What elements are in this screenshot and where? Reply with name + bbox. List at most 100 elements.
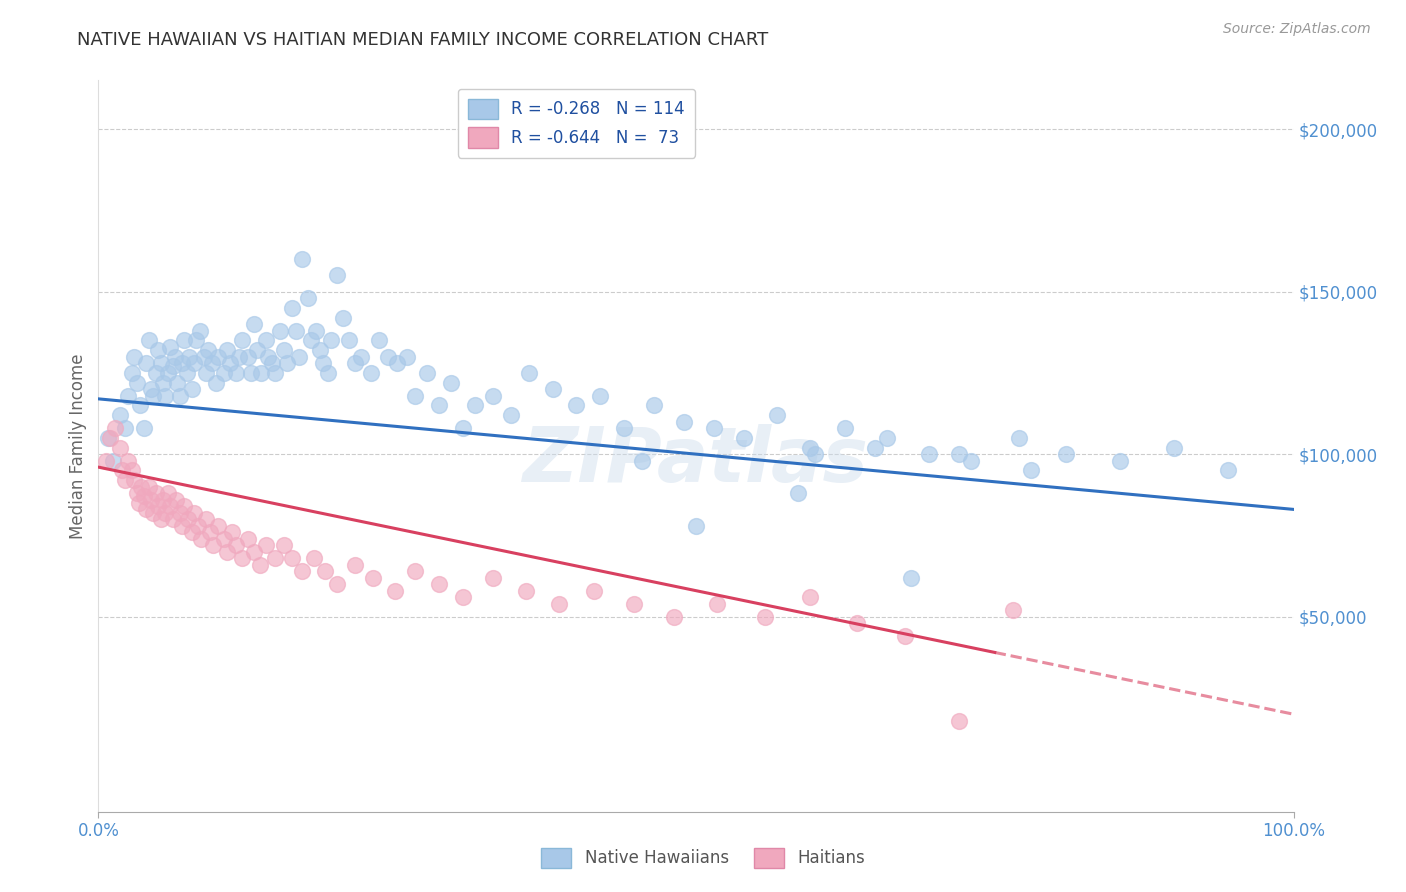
Point xyxy=(385,356,409,370)
Point xyxy=(1008,431,1031,445)
Point xyxy=(124,350,146,364)
Point xyxy=(180,382,202,396)
Point xyxy=(451,590,474,604)
Point xyxy=(138,480,160,494)
Point xyxy=(246,343,269,357)
Point xyxy=(243,317,266,331)
Point xyxy=(312,356,335,370)
Point xyxy=(344,356,367,370)
Point xyxy=(308,343,330,357)
Point xyxy=(145,486,167,500)
Point xyxy=(149,512,172,526)
Point xyxy=(219,356,242,370)
Point xyxy=(799,441,821,455)
Point xyxy=(332,310,354,325)
Point xyxy=(148,499,170,513)
Point xyxy=(114,473,136,487)
Point xyxy=(316,366,339,380)
Point xyxy=(98,431,122,445)
Point xyxy=(766,408,789,422)
Point xyxy=(165,492,187,507)
Point xyxy=(108,408,131,422)
Point xyxy=(177,512,200,526)
Point xyxy=(339,334,361,348)
Point xyxy=(960,453,983,467)
Point xyxy=(142,389,165,403)
Point xyxy=(865,441,887,455)
Point xyxy=(179,350,201,364)
Point xyxy=(111,463,134,477)
Point xyxy=(180,525,202,540)
Point xyxy=(156,486,179,500)
Point xyxy=(481,571,505,585)
Point xyxy=(1019,463,1042,477)
Point xyxy=(706,597,728,611)
Point xyxy=(305,324,328,338)
Point xyxy=(900,571,922,585)
Point xyxy=(260,356,283,370)
Point xyxy=(404,389,426,403)
Point xyxy=(565,398,588,412)
Point xyxy=(131,480,153,494)
Point xyxy=(631,453,654,467)
Point xyxy=(169,506,191,520)
Point xyxy=(197,343,219,357)
Point xyxy=(121,463,143,477)
Point xyxy=(139,382,162,396)
Point xyxy=(547,597,569,611)
Point xyxy=(193,350,215,364)
Point xyxy=(273,538,295,552)
Point xyxy=(1056,447,1078,461)
Point xyxy=(326,577,349,591)
Point xyxy=(291,564,314,578)
Point xyxy=(138,334,160,348)
Point xyxy=(733,431,755,445)
Point xyxy=(166,376,188,390)
Point xyxy=(948,447,970,461)
Point xyxy=(1001,603,1024,617)
Point xyxy=(156,366,179,380)
Point xyxy=(918,447,941,461)
Point xyxy=(142,506,165,520)
Point xyxy=(451,421,474,435)
Point xyxy=(846,616,869,631)
Point xyxy=(207,350,229,364)
Point xyxy=(541,382,564,396)
Point xyxy=(94,453,117,467)
Point xyxy=(799,590,821,604)
Point xyxy=(188,324,211,338)
Point xyxy=(291,252,314,266)
Point xyxy=(183,506,205,520)
Text: ZIPatlas: ZIPatlas xyxy=(523,424,869,498)
Point xyxy=(162,512,184,526)
Point xyxy=(344,558,367,572)
Point xyxy=(201,356,224,370)
Point xyxy=(583,583,606,598)
Point xyxy=(643,398,665,412)
Point xyxy=(948,714,970,728)
Point xyxy=(225,366,247,380)
Point xyxy=(132,421,155,435)
Point xyxy=(217,544,239,558)
Point xyxy=(231,551,253,566)
Point xyxy=(623,597,645,611)
Point xyxy=(187,518,209,533)
Point xyxy=(225,538,247,552)
Point xyxy=(299,334,322,348)
Point xyxy=(589,389,612,403)
Point xyxy=(315,564,337,578)
Point xyxy=(125,486,148,500)
Point xyxy=(834,421,856,435)
Point xyxy=(132,489,155,503)
Point xyxy=(786,486,808,500)
Point xyxy=(149,356,172,370)
Text: NATIVE HAWAIIAN VS HAITIAN MEDIAN FAMILY INCOME CORRELATION CHART: NATIVE HAWAIIAN VS HAITIAN MEDIAN FAMILY… xyxy=(77,31,769,49)
Point xyxy=(377,350,399,364)
Point xyxy=(159,499,181,513)
Point xyxy=(281,551,304,566)
Point xyxy=(481,389,505,403)
Point xyxy=(416,366,439,380)
Point xyxy=(104,421,127,435)
Point xyxy=(135,502,157,516)
Point xyxy=(804,447,827,461)
